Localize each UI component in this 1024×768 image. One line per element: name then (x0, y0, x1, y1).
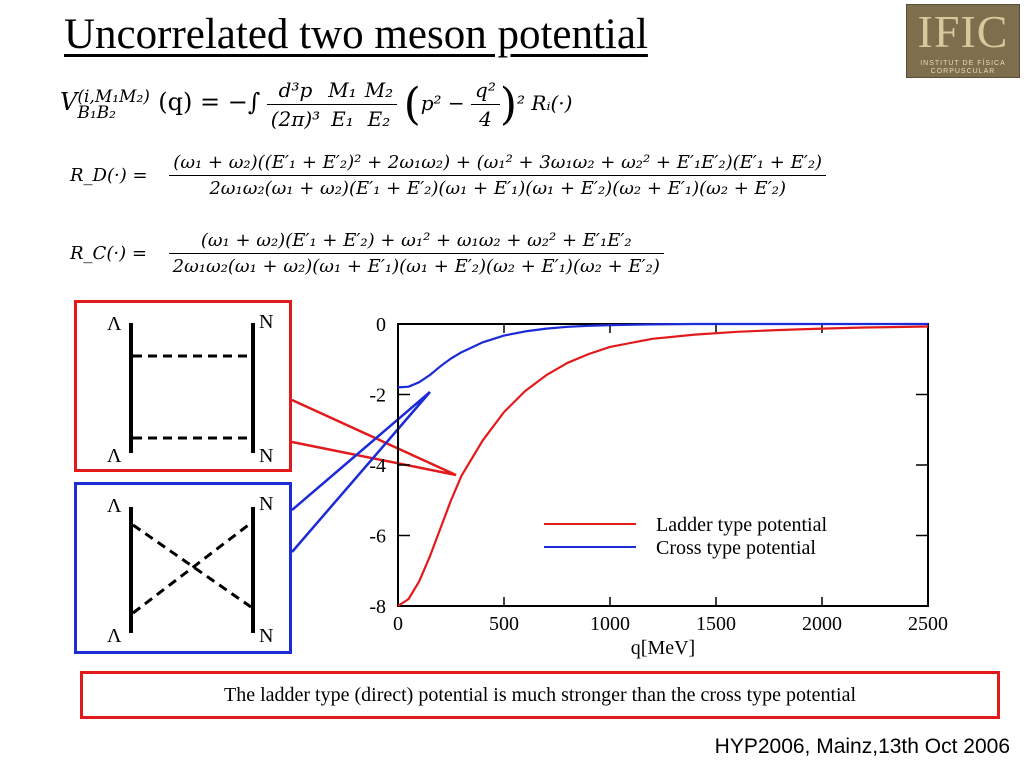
footer: HYP2006, Mainz,13th Oct 2006 (714, 735, 1010, 758)
cross-meson-line-1 (132, 523, 252, 609)
ladder-diagram (129, 323, 255, 453)
eq1-frac2-num: M₁ (324, 78, 361, 105)
cross-bottom-right-label: N (259, 625, 274, 647)
y-tick-label: -6 (369, 526, 386, 548)
rd-numerator: (ω₁ + ω₂)((E′₁ + E′₂)² + 2ω₁ω₂) + (ω₁² +… (169, 152, 827, 176)
series-group (397, 322, 929, 607)
ladder-bottom-left-label: Λ (107, 445, 122, 467)
x-tick-label: 500 (489, 613, 519, 635)
x-tick-label: 1000 (590, 613, 630, 635)
rc-equation: R_C(·) = (ω₁ + ω₂)(E′₁ + E′₂) + ω₁² + ω₁… (70, 230, 664, 277)
rd-lhs: R_D(·) = (70, 165, 148, 186)
rc-lhs: R_C(·) = (70, 243, 147, 264)
axis-ticks: 0 500 1000 1500 2000 2500 0 -2 -4 -6 -8 (369, 314, 948, 635)
slide-title: Uncorrelated two meson potential (64, 11, 648, 58)
ladder-connector (291, 398, 457, 477)
eq1-subscript: B₁B₂ (77, 102, 116, 123)
cross-top-left-label: Λ (107, 495, 122, 517)
y-tick-label: 0 (376, 314, 386, 336)
logo-subtitle-1: INSTITUT DE FÍSICA (920, 60, 1006, 67)
legend-label: Ladder type potential (656, 514, 827, 536)
cross-bottom-left-label: Λ (107, 625, 122, 647)
caption-text: The ladder type (direct) potential is mu… (223, 684, 857, 706)
cross-diagram-box: Λ N Λ N (74, 482, 292, 654)
y-tick-label: -2 (369, 385, 386, 407)
y-tick-label: -8 (369, 596, 386, 618)
legend-label: Cross type potential (656, 537, 816, 559)
ladder-top-left-label: Λ (107, 313, 122, 335)
cross-series-line (397, 322, 928, 389)
connector-lines (291, 391, 457, 553)
eq1-frac3-num: M₂ (360, 78, 398, 105)
eq1-lhs: V (60, 88, 78, 116)
eq1-frac4-num: q² (471, 78, 500, 105)
logo-text: IFIC (917, 6, 1009, 57)
eq1-tail: ² Rᵢ(·) (517, 91, 573, 115)
logo-subtitle-2: CORPUSCULAR (930, 68, 996, 75)
eq1-frac1-den: (2π)³ (270, 107, 321, 131)
ladder-bottom-right-label: N (259, 445, 274, 467)
eq1-frac3-den: E₂ (367, 107, 391, 131)
caption-box: The ladder type (direct) potential is mu… (80, 671, 1000, 719)
x-axis-label: q[MeV] (631, 637, 695, 659)
plot-frame (397, 323, 929, 607)
rc-denominator: 2ω₁ω₂(ω₁ + ω₂)(ω₁ + E′₁)(ω₁ + E′₂)(ω₂ + … (172, 256, 660, 277)
rd-equation: R_D(·) = (ω₁ + ω₂)((E′₁ + E′₂)² + 2ω₁ω₂)… (70, 152, 827, 199)
eq1-frac1-num: d³p (266, 78, 325, 105)
eq1-argument: (q) = −∫ (158, 88, 261, 116)
x-tick-label: 2500 (908, 613, 948, 635)
potential-equation: V (i,M₁M₂) B₁B₂ (q) = −∫ d³p (2π)³ M₁ E₁ M₂ E₂ … (60, 78, 573, 131)
x-tick-label: 2000 (802, 613, 842, 635)
rc-numerator: (ω₁ + ω₂)(E′₁ + E′₂) + ω₁² + ω₁ω₂ + ω₂² … (168, 230, 664, 254)
eq1-superscript: (i,M₁M₂) (77, 86, 150, 107)
x-tick-label: 0 (393, 613, 403, 635)
cross-diagram (129, 507, 255, 633)
ladder-top-right-label: N (259, 311, 274, 333)
ladder-series-line (397, 325, 929, 607)
eq1-frac4-den: 4 (479, 107, 492, 131)
cross-meson-line-2 (132, 521, 252, 615)
eq1-frac2-den: E₁ (331, 107, 354, 131)
ific-logo: IFIC INSTITUT DE FÍSICA CORPUSCULAR (906, 4, 1020, 78)
cross-connector (291, 391, 431, 553)
ladder-diagram-box: Λ N Λ N (74, 300, 292, 472)
rd-denominator: 2ω₁ω₂(ω₁ + ω₂)(E′₁ + E′₂)(ω₁ + E′₁)(ω₁ +… (209, 178, 787, 199)
cross-top-right-label: N (259, 493, 274, 515)
x-tick-label: 1500 (696, 613, 736, 635)
y-tick-label: -4 (369, 455, 386, 477)
eq1-paren-content: p² − (420, 91, 465, 115)
